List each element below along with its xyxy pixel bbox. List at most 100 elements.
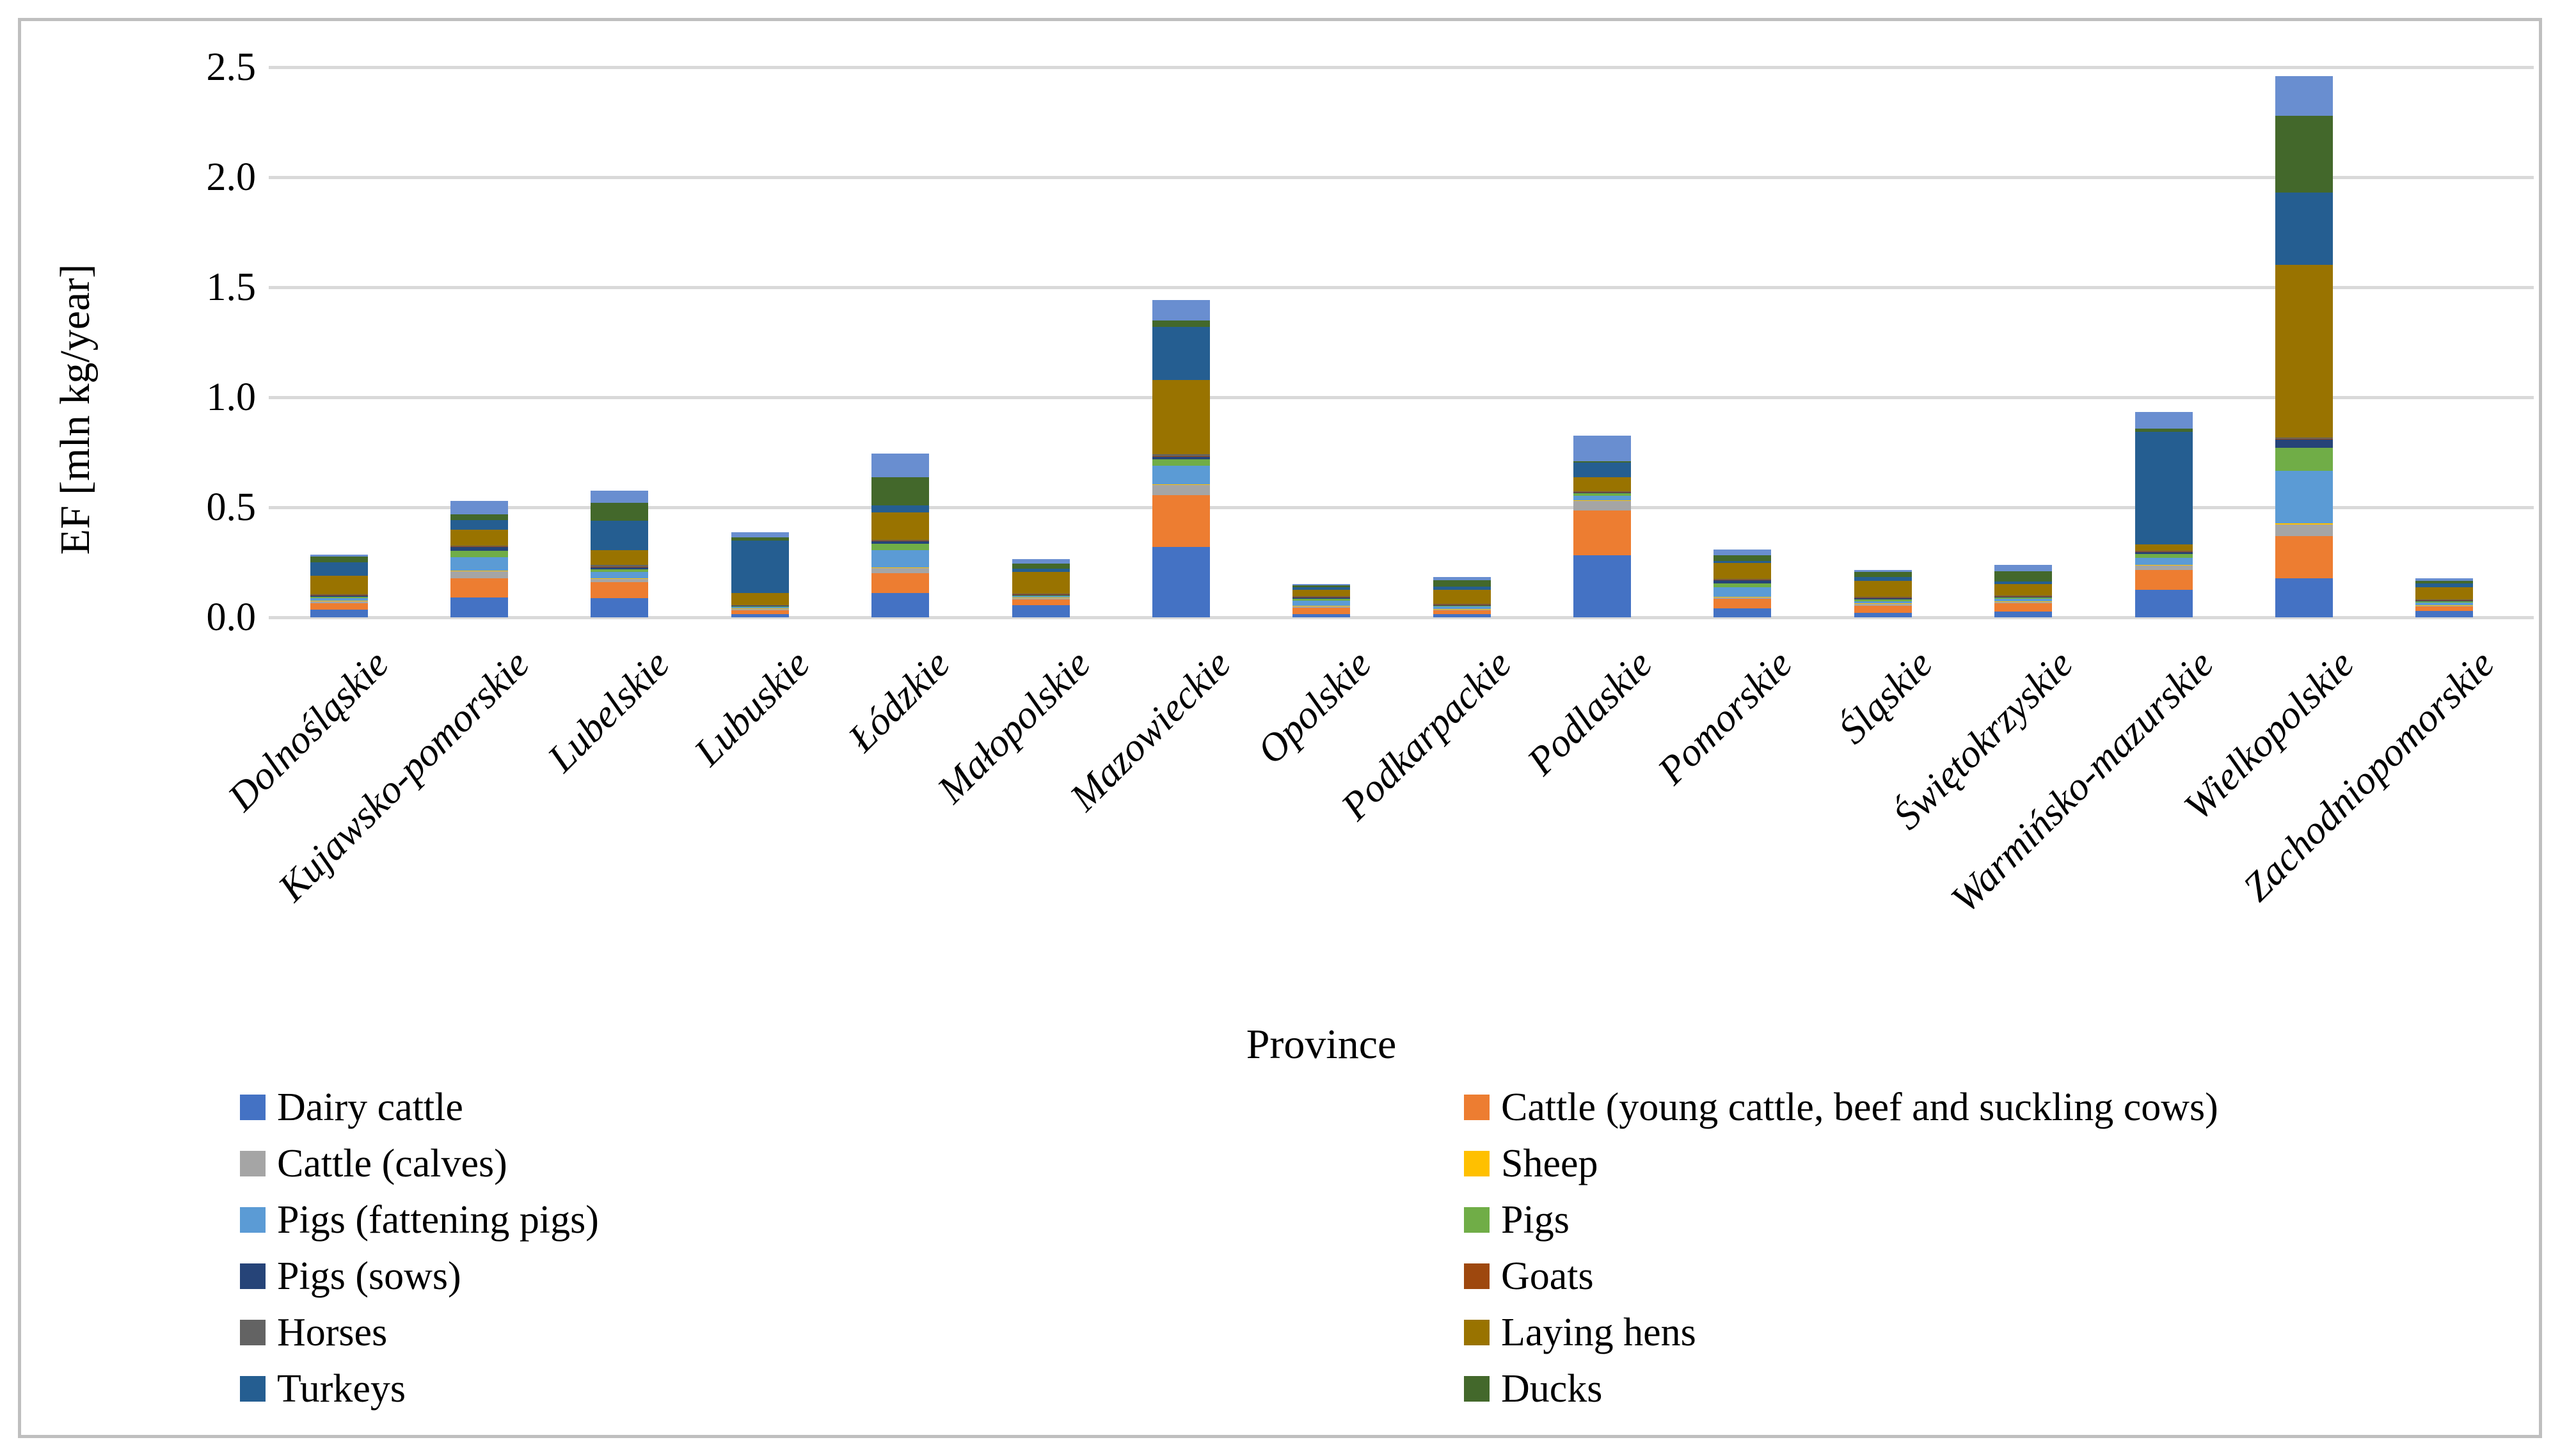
legend-swatch — [1464, 1095, 1490, 1120]
bar-segment — [1854, 580, 1912, 597]
bar-segment — [310, 594, 368, 596]
bar-segment — [310, 562, 368, 576]
y-tick-label: 0.5 — [206, 486, 257, 529]
bar-segment — [1012, 559, 1070, 564]
bar-segment — [450, 519, 509, 530]
bar-segment — [2415, 602, 2474, 605]
bar-segment — [2415, 583, 2474, 588]
bar-segment — [1854, 597, 1912, 599]
bar-segment — [2275, 439, 2333, 448]
bar-segment — [2275, 578, 2333, 617]
bar-segment — [1854, 603, 1912, 604]
bar-segment — [1012, 564, 1070, 569]
y-tick-label: 1.0 — [206, 376, 257, 419]
bar-segment — [1713, 579, 1772, 580]
bar-segment — [2415, 605, 2474, 607]
bar-segment — [1292, 600, 1351, 606]
bar-segment — [871, 505, 930, 512]
bar-segment — [1854, 604, 1912, 606]
bar-segment — [1573, 491, 1632, 493]
bar-segment — [2135, 432, 2193, 544]
bar-segment — [1854, 577, 1912, 581]
legend-label: Pigs (sows) — [277, 1254, 461, 1298]
bar-segment — [1433, 580, 1491, 587]
bar-segment — [1573, 496, 1632, 500]
bar-segment — [1433, 609, 1491, 610]
bar-segment — [2415, 606, 2474, 612]
bar-segment — [1152, 484, 1210, 485]
bar-segment — [871, 541, 930, 544]
y-tick-label: 2.5 — [206, 45, 257, 89]
legend-item-right-0: Cattle (young cattle, beef and suckling … — [1464, 1088, 2218, 1127]
legend-swatch — [240, 1207, 266, 1233]
bar-segment — [1292, 598, 1351, 601]
bar-segment — [450, 546, 509, 547]
bar-segment — [1152, 466, 1210, 484]
bar-segment — [2135, 544, 2193, 551]
bar-segment — [2135, 553, 2193, 558]
bar-segment — [591, 565, 649, 567]
bar-segment — [731, 540, 789, 593]
bar-segment — [871, 573, 930, 594]
legend-item-left-2: Pigs (fattening pigs) — [240, 1198, 599, 1242]
bar-segment — [2415, 599, 2474, 601]
gridline-0.0 — [269, 615, 2534, 619]
bar-segment — [1713, 599, 1772, 609]
bar-segment — [1292, 585, 1351, 588]
bar-segment — [1573, 500, 1632, 501]
bar-segment — [450, 597, 509, 617]
gridline-2.5 — [269, 65, 2534, 69]
bar-segment — [1854, 598, 1912, 600]
bar-segment — [2135, 566, 2193, 570]
bar-segment — [591, 550, 649, 566]
bar-segment — [2275, 116, 2333, 193]
legend-item-right-1: Sheep — [1464, 1142, 1598, 1185]
bar-segment — [1994, 596, 2053, 597]
bar-segment — [2275, 524, 2333, 537]
bar-segment — [310, 603, 368, 610]
bar-segment — [731, 532, 789, 538]
legend-item-right-2: Pigs — [1464, 1200, 1570, 1240]
bar-segment — [1713, 580, 1772, 583]
bar-segment — [1292, 614, 1351, 617]
gridline-1.5 — [269, 285, 2534, 289]
legend-label: Pigs (fattening pigs) — [277, 1198, 599, 1242]
bar-segment — [1152, 300, 1210, 320]
bar-segment — [1713, 597, 1772, 599]
gridline-2.0 — [269, 175, 2534, 179]
bar-segment — [1573, 493, 1632, 496]
legend-swatch — [240, 1320, 266, 1345]
bar-segment — [450, 514, 509, 520]
bar-segment — [1152, 484, 1210, 495]
bar-segment — [450, 546, 509, 551]
legend-label: Cattle (calves) — [277, 1142, 507, 1185]
bar-segment — [2415, 578, 2474, 582]
legend-swatch — [1464, 1151, 1490, 1176]
legend-label: Sheep — [1501, 1142, 1598, 1185]
bar-segment — [2415, 611, 2474, 617]
legend-swatch — [1464, 1320, 1490, 1345]
bar-segment — [1994, 571, 2053, 582]
bar-segment — [731, 608, 789, 609]
bar-segment — [1573, 491, 1632, 492]
bar-segment — [2275, 523, 2333, 525]
legend-item-left-0: Dairy cattle — [240, 1088, 463, 1127]
y-axis-title: EF [mln kg/year] — [52, 264, 99, 555]
bar-segment — [731, 605, 789, 606]
bar-segment — [1994, 603, 2053, 612]
legend-swatch — [240, 1376, 266, 1402]
bar-segment — [591, 490, 649, 503]
bar-segment — [2135, 565, 2193, 566]
bar-segment — [1292, 584, 1351, 586]
figure-border — [18, 18, 2542, 1438]
bar-segment — [450, 557, 509, 571]
bar-segment — [1012, 597, 1070, 599]
bar-segment — [450, 529, 509, 546]
bar-segment — [2135, 569, 2193, 590]
bar-segment — [1292, 597, 1351, 599]
bar-segment — [2275, 536, 2333, 578]
bar-segment — [1854, 599, 1912, 601]
bar-segment — [310, 575, 368, 594]
legend-item-right-3: Goats — [1464, 1256, 1594, 1296]
bar-segment — [1573, 463, 1632, 477]
